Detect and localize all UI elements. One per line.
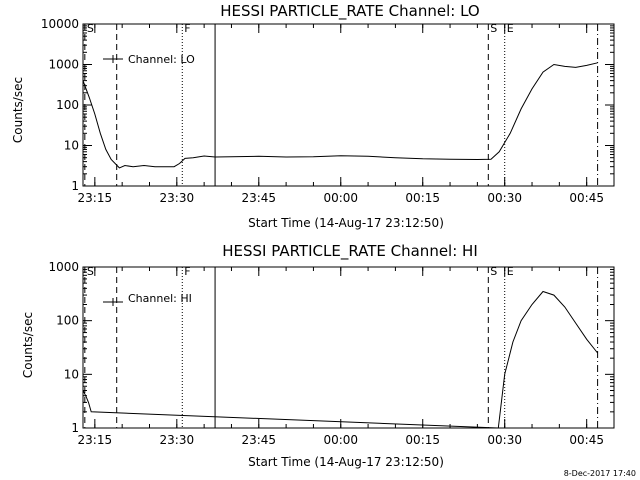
- chart-lo-xtick-label: 00:30: [487, 191, 522, 205]
- chart-lo-xtick-label: 23:45: [241, 191, 276, 205]
- chart-hi-ytick-label: 100: [56, 314, 79, 328]
- chart-hi-series-line: [82, 290, 598, 429]
- chart-hi-marker-label: E: [507, 265, 514, 278]
- chart-lo-ytick-label: 100: [56, 98, 79, 112]
- chart-lo-plot: 1 10 100 1000 10000 23:15 23:30 23:45 00:00 00:15…: [41, 17, 615, 205]
- chart-hi-xtick-label: 23:30: [160, 433, 195, 447]
- chart-hi-frame: [82, 266, 615, 429]
- chart-hi-marker-label: S: [87, 265, 94, 278]
- chart-hi-marker-label: S: [490, 265, 497, 278]
- chart-lo-frame: [82, 23, 615, 187]
- chart-hi-xtick-label: 23:15: [78, 433, 113, 447]
- chart-lo-legend-label: Channel: LO: [128, 53, 195, 66]
- chart-lo-ytick-label: 1: [71, 179, 79, 193]
- chart-lo-xtick-label: 23:15: [78, 191, 113, 205]
- chart-hi-legend-label: Channel: HI: [128, 292, 192, 305]
- footer-stamp: 8-Dec-2017 17:40: [564, 469, 636, 478]
- chart-hi-xtick-label: 00:15: [405, 433, 440, 447]
- chart-hi-xtick-label: 00:00: [323, 433, 358, 447]
- chart-lo-xtick-label: 00:00: [323, 191, 358, 205]
- chart-lo-xtick-label: 00:15: [405, 191, 440, 205]
- chart-hi-ytick-label: 1000: [48, 260, 79, 274]
- chart-lo: HESSI PARTICLE_RATE Channel: LO Counts/s…: [11, 2, 615, 230]
- chart-lo-xtick-label: 00:45: [569, 191, 604, 205]
- chart-hi-title: HESSI PARTICLE_RATE Channel: HI: [222, 242, 478, 261]
- chart-lo-marker-label: S: [87, 22, 94, 35]
- chart-lo-ylabel: Counts/sec: [11, 77, 25, 143]
- chart-lo-title: HESSI PARTICLE_RATE Channel: LO: [220, 2, 479, 21]
- chart-lo-xlabel: Start Time (14-Aug-17 23:12:50): [248, 216, 444, 230]
- chart-hi-xtick-label: 00:30: [487, 433, 522, 447]
- chart-lo-marker-label: S: [490, 22, 497, 35]
- chart-hi-plot: 1 10 100 1000 23:15 23:30 23:45 00:00 00:15 00:30…: [48, 260, 615, 447]
- chart-lo-xtick-label: 23:30: [160, 191, 195, 205]
- chart-hi-ylabel: Counts/sec: [21, 312, 35, 378]
- chart-lo-marker-label: F: [184, 22, 190, 35]
- chart-lo-marker-label: E: [507, 22, 514, 35]
- chart-hi-ytick-label: 1: [71, 421, 79, 435]
- chart-lo-ytick-label: 1000: [48, 58, 79, 72]
- chart-hi-xtick-label: 00:45: [569, 433, 604, 447]
- chart-hi-xtick-label: 23:45: [241, 433, 276, 447]
- chart-lo-ytick-label: 10: [64, 139, 79, 153]
- chart-hi-xlabel: Start Time (14-Aug-17 23:12:50): [248, 455, 444, 469]
- chart-hi-marker-label: F: [184, 265, 190, 278]
- chart-hi-ytick-label: 10: [64, 367, 79, 381]
- chart-lo-series-line: [82, 62, 598, 169]
- chart-hi: HESSI PARTICLE_RATE Channel: HI Counts/s…: [21, 242, 615, 469]
- chart-lo-ytick-label: 10000: [41, 17, 79, 31]
